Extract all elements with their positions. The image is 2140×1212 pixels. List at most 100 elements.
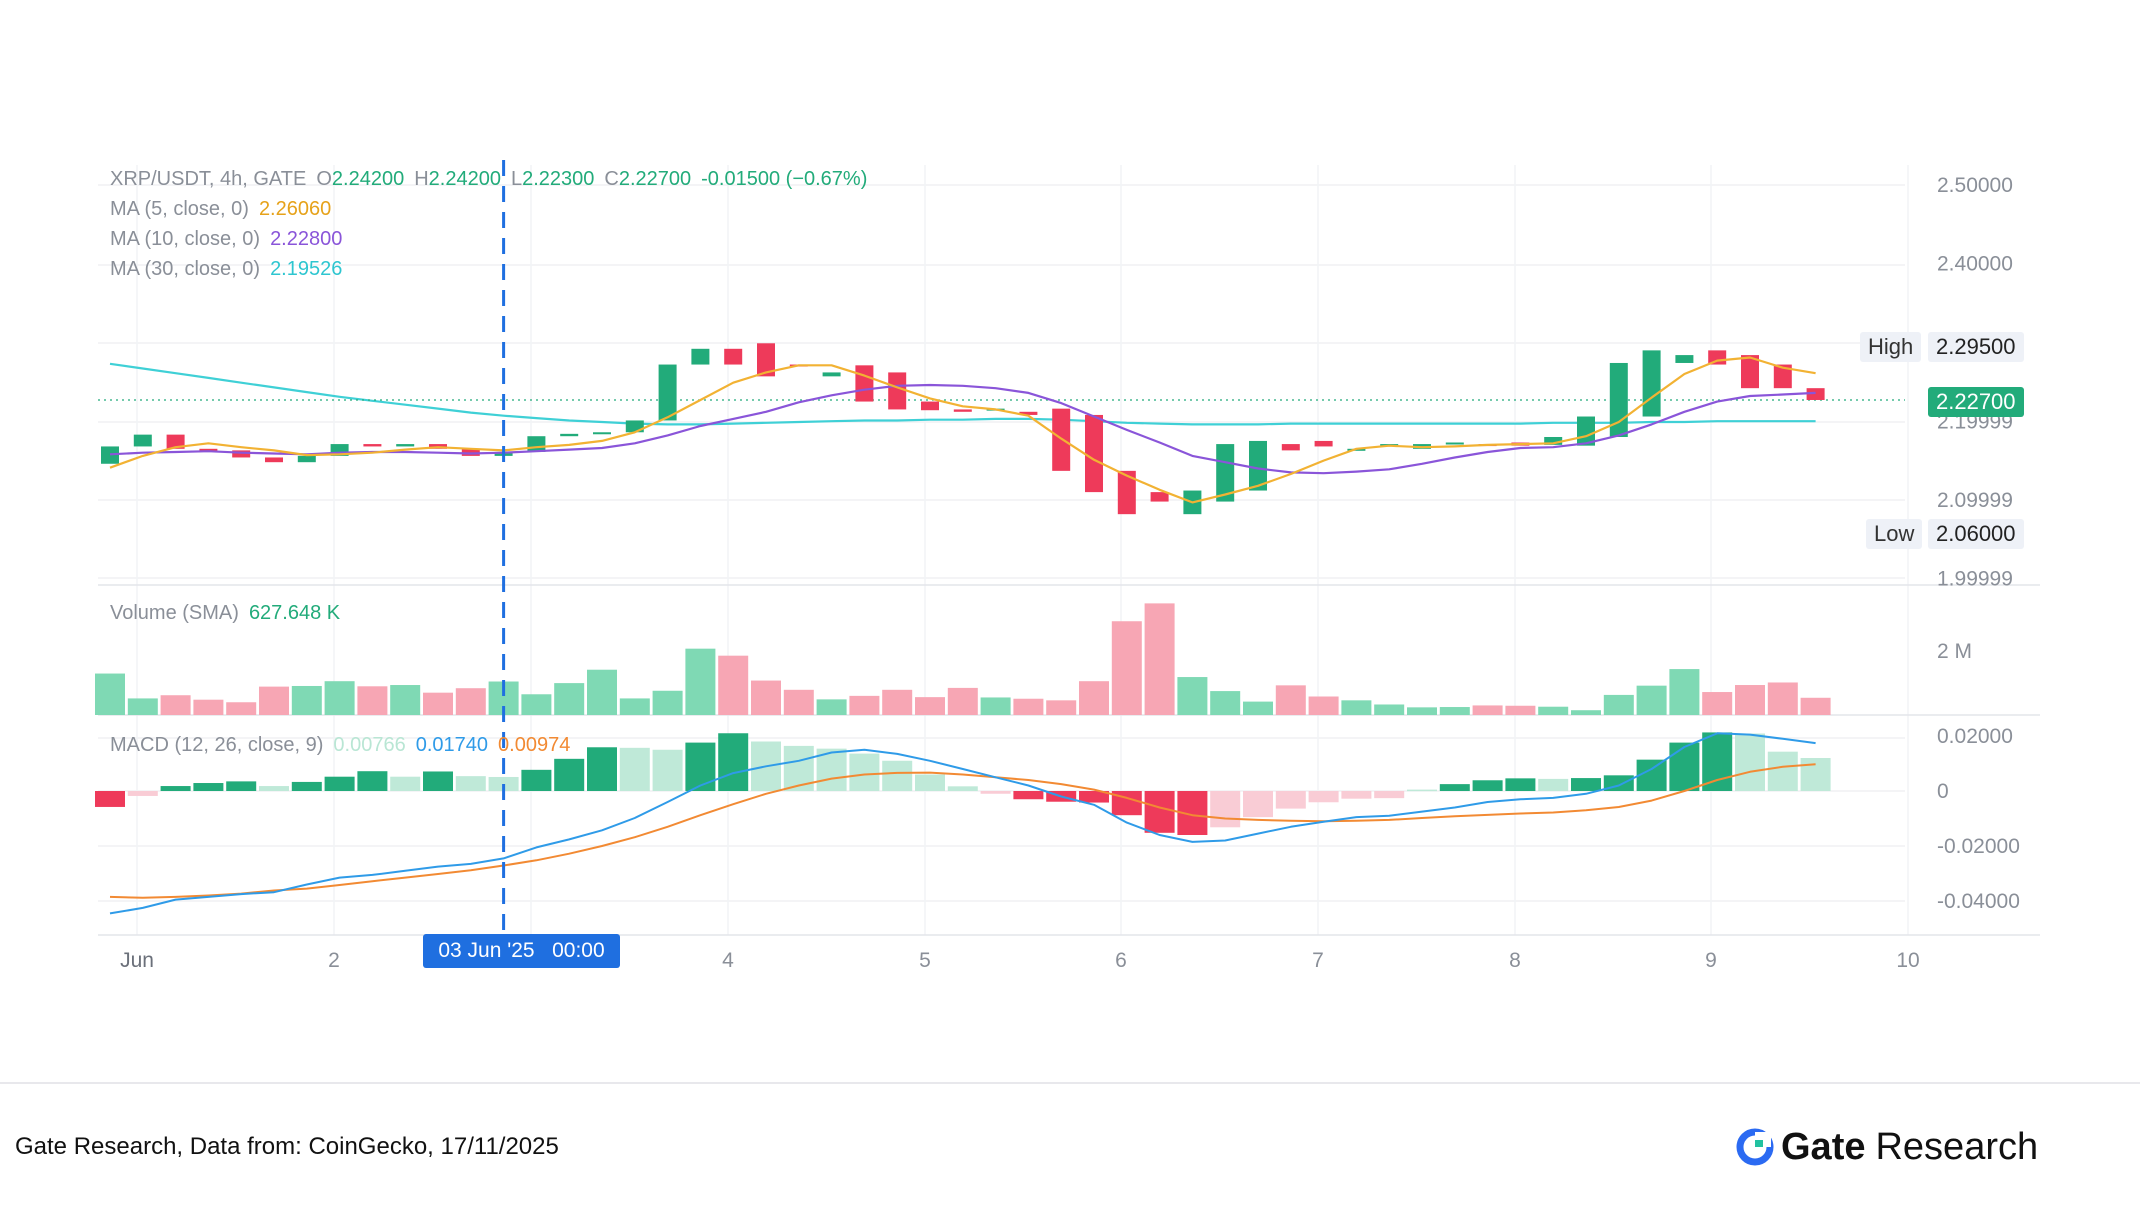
- price-axis-tick: 2.09999: [1937, 489, 2013, 512]
- macd-histogram-bar: [1538, 778, 1569, 791]
- macd-histogram-bar: [324, 776, 355, 791]
- macd-histogram-bar: [1439, 784, 1470, 791]
- macd-histogram-bar: [1472, 780, 1503, 791]
- ma5-value: 2.26060: [258, 198, 332, 220]
- candle-down: [461, 448, 480, 456]
- time-axis-label: 10: [1896, 949, 1919, 972]
- volume-bar: [718, 655, 749, 715]
- brand-name: Gate: [1781, 1125, 1866, 1168]
- volume-bars: [95, 603, 1831, 715]
- volume-bar: [1210, 691, 1241, 715]
- candle-down: [1314, 440, 1333, 447]
- close-value: 2.22700: [618, 168, 692, 190]
- high-label: H: [414, 168, 429, 190]
- time-axis-label: 9: [1705, 949, 1717, 972]
- macd-histogram-bar: [1702, 732, 1733, 791]
- macd-axis-tick: 0.02000: [1937, 725, 2013, 748]
- volume-bar: [1702, 692, 1733, 715]
- macd-histogram-bar: [915, 774, 945, 791]
- macd-histogram-bar: [587, 747, 617, 791]
- macd-histogram-bar: [882, 760, 913, 791]
- macd-histogram-bar: [488, 776, 519, 791]
- ma5-series-line: [109, 356, 1816, 504]
- candle-down: [757, 343, 775, 377]
- candle-down: [724, 348, 743, 365]
- volume-bar: [685, 648, 716, 715]
- time-axis-label: 7: [1312, 949, 1324, 972]
- volume-bar: [357, 686, 388, 715]
- candle-up: [527, 436, 546, 452]
- candle-up: [133, 434, 152, 447]
- volume-bar: [1308, 696, 1339, 715]
- candle-up: [1675, 355, 1694, 363]
- volume-bar: [1636, 685, 1667, 715]
- candle-up: [297, 455, 316, 463]
- volume-bar: [1111, 621, 1142, 715]
- macd-histogram-bar: [619, 747, 650, 791]
- volume-value: 627.648 K: [248, 602, 341, 624]
- macd-histogram-bar: [95, 791, 125, 807]
- macd-histogram-bar: [1341, 791, 1372, 799]
- brand-suffix: Research: [1875, 1125, 2039, 1168]
- candle-down: [1281, 444, 1300, 451]
- candle-up: [1544, 436, 1563, 445]
- macd-pane: [95, 732, 1831, 915]
- volume-bar: [95, 673, 125, 715]
- macd-histogram-bar: [947, 786, 978, 791]
- macd-histogram-bar: [1505, 778, 1536, 791]
- macd-histogram-bar: [1735, 733, 1765, 791]
- volume-bar: [521, 694, 552, 715]
- volume-axis-tick: 2 M: [1937, 640, 1972, 663]
- low-value: 2.22300: [522, 168, 595, 190]
- macd-histogram-bar: [1308, 791, 1339, 803]
- volume-bar: [816, 699, 847, 715]
- candle-up: [330, 444, 349, 456]
- volume-bar: [1177, 677, 1208, 715]
- open-label: O: [316, 168, 332, 190]
- candle-down: [888, 372, 907, 410]
- macd-histogram-bar: [455, 776, 486, 791]
- volume-bar: [160, 695, 191, 715]
- volume-bar: [751, 680, 781, 715]
- ma10-value: 2.22800: [270, 228, 343, 250]
- macd-label: MACD (12, 26, close, 9): [110, 734, 324, 756]
- macd-histogram-bar: [1571, 778, 1601, 791]
- candle-down: [363, 444, 382, 447]
- volume-bar: [1079, 681, 1109, 715]
- macd-histogram-bar: [980, 791, 1011, 794]
- volume-bar: [1243, 701, 1273, 715]
- volume-bar: [652, 690, 683, 715]
- macd-histogram-bar: [1210, 791, 1241, 828]
- volume-bar: [423, 692, 453, 715]
- time-axis-label: Jun: [120, 949, 154, 972]
- ma5-legend: MA (5, close, 0) 2.26060: [110, 198, 341, 221]
- volume-bar: [915, 697, 945, 715]
- macd-histogram-bar: [1636, 759, 1667, 791]
- macd-histogram-bar: [193, 783, 224, 791]
- macd-histogram-bar: [1407, 789, 1437, 792]
- macd-axis-tick: 0: [1937, 780, 1949, 803]
- ma10-label: MA (10, close, 0): [110, 228, 261, 250]
- footer-divider: [0, 1082, 2140, 1084]
- macd-signal-line: [109, 763, 1816, 899]
- candle-down: [166, 434, 185, 449]
- time-axis-label: 8: [1509, 949, 1521, 972]
- volume-label: Volume (SMA): [110, 602, 239, 624]
- volume-bar: [1669, 669, 1700, 715]
- macd-histogram-bar: [554, 758, 585, 791]
- low-label: L: [510, 168, 523, 190]
- time-axis-label: 6: [1115, 949, 1127, 972]
- candle-up: [691, 348, 710, 365]
- macd-histogram-bar: [1669, 742, 1700, 791]
- macd-histogram-bar: [521, 769, 552, 791]
- high-badge-label: High: [1860, 332, 1922, 362]
- volume-bar: [849, 695, 880, 715]
- macd-histogram-bar: [291, 781, 322, 791]
- symbol-label: XRP/USDT, 4h, GATE: [110, 168, 307, 190]
- macd-line-value: 0.01740: [415, 734, 489, 756]
- volume-bar: [619, 698, 650, 715]
- candle-down: [1150, 492, 1169, 502]
- candle-up: [658, 364, 677, 421]
- candle-up: [101, 446, 119, 464]
